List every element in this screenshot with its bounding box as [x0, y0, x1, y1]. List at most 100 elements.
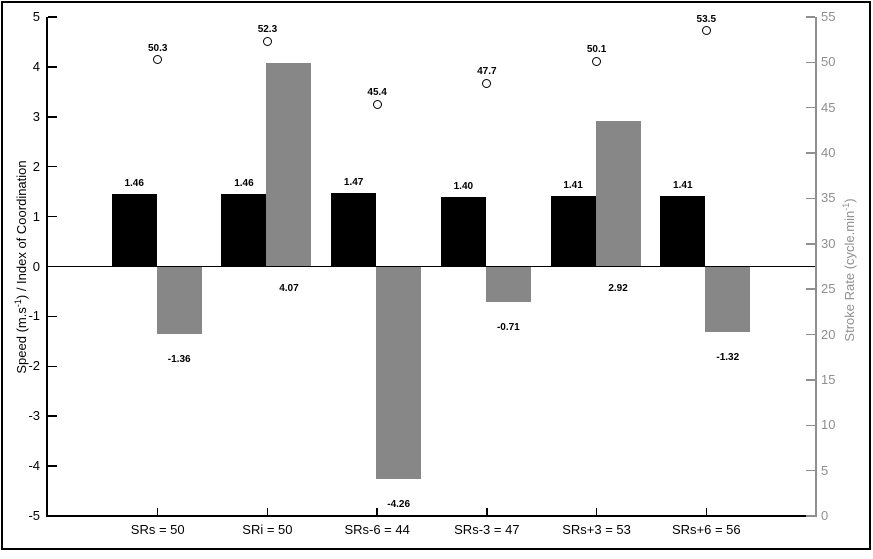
bar-idc-value-label: -4.26 — [387, 499, 411, 511]
left-axis-title-text: Speed (m.s — [14, 307, 30, 374]
bottom-axis-line — [46, 515, 816, 517]
right-axis-tick-label: 20 — [821, 326, 836, 342]
left-axis-tick-label: 3 — [32, 108, 40, 124]
bar-speed-value-label: 1.46 — [234, 177, 254, 189]
right-axis-tick — [806, 424, 815, 427]
stroke-rate-value-label: 50.1 — [586, 44, 607, 56]
x-axis-tick-label: SRs-3 = 47 — [454, 522, 520, 537]
right-axis-tick — [806, 61, 815, 64]
figure-border — [1, 1, 871, 550]
x-axis-tick-label: SRs+6 = 56 — [671, 522, 741, 537]
left-axis-tick-label: -1 — [28, 308, 40, 324]
bar-speed — [331, 193, 377, 267]
left-axis-title-rest: ) / Index of Coordination — [14, 160, 30, 300]
x-axis-tick — [376, 508, 378, 516]
right-axis-tick-label: 30 — [821, 235, 836, 251]
right-axis-tick-label: 45 — [821, 99, 836, 115]
left-axis-line — [46, 17, 48, 516]
bar-speed-value-label: 1.41 — [563, 180, 583, 192]
right-axis-tick — [806, 152, 815, 154]
x-axis-tick — [156, 508, 159, 516]
bar-speed — [550, 196, 596, 267]
x-axis-tick — [266, 508, 269, 516]
left-axis-tick-label: -5 — [28, 508, 40, 523]
right-axis-tick — [806, 197, 815, 200]
x-axis-tick — [705, 508, 708, 516]
left-axis-tick — [48, 415, 57, 417]
right-axis-tick-label: 10 — [821, 417, 836, 433]
left-axis-tick-label: -4 — [28, 458, 40, 474]
right-axis-title-sup: -1 — [840, 202, 851, 211]
bar-speed — [440, 196, 486, 267]
left-axis-tick — [48, 116, 57, 118]
bar-idc-value-label: 4.07 — [279, 282, 299, 294]
bar-idc-value-label: 2.92 — [608, 282, 628, 294]
right-axis-tick-label: 35 — [821, 190, 836, 206]
zero-line — [48, 265, 816, 268]
bar-speed — [221, 193, 267, 267]
right-axis-line — [815, 17, 817, 517]
right-axis-tick-label: 5 — [821, 462, 829, 478]
bar-idc-value-label: -0.71 — [496, 321, 520, 333]
left-axis-tick-label: 1 — [32, 208, 40, 224]
stroke-rate-marker — [701, 26, 711, 36]
right-axis-tick — [806, 379, 815, 381]
right-axis-tick — [806, 243, 815, 245]
left-axis-tick-label: -2 — [28, 358, 40, 374]
left-axis-tick-label: -3 — [28, 408, 40, 424]
right-axis-tick-label: 0 — [821, 508, 829, 523]
bar-idc-value-label: -1.32 — [716, 352, 740, 364]
right-axis-tick — [806, 16, 815, 18]
right-axis-tick — [806, 106, 815, 109]
x-axis-tick-label: SRs-6 = 44 — [344, 522, 410, 537]
stroke-rate-marker — [372, 99, 382, 109]
left-axis-tick — [48, 165, 57, 168]
bar-idc-value-label: -1.36 — [167, 354, 191, 366]
x-axis-tick-label: SRi = 50 — [242, 522, 293, 537]
bar-speed-value-label: 1.41 — [673, 180, 693, 192]
right-axis-title: Stroke Rate (cycle.min-1) — [841, 198, 857, 341]
right-axis-tick-label: 40 — [821, 145, 836, 161]
left-axis-tick — [48, 215, 57, 218]
x-axis-tick — [595, 508, 598, 516]
right-axis-tick — [806, 469, 815, 472]
right-axis-tick — [806, 333, 815, 336]
left-axis-tick — [48, 315, 57, 318]
stroke-rate-marker — [262, 36, 272, 46]
right-axis-tick — [806, 288, 815, 290]
bar-speed-value-label: 1.46 — [124, 177, 144, 189]
left-axis-tick — [48, 365, 57, 368]
stroke-rate-value-label: 45.4 — [367, 87, 387, 99]
stroke-rate-value-label: 50.3 — [147, 42, 168, 54]
left-axis-tick-label: 2 — [32, 158, 40, 174]
bar-speed — [111, 193, 157, 267]
left-axis-title: Speed (m.s-1) / Index of Coordination — [13, 160, 29, 373]
x-axis-tick — [486, 508, 488, 516]
bar-idc — [376, 266, 422, 480]
left-axis-tick — [48, 265, 57, 268]
stroke-rate-value-label: 52.3 — [257, 24, 278, 36]
left-axis-tick — [48, 465, 57, 467]
bar-idc — [266, 63, 312, 267]
right-axis-tick-label: 25 — [821, 281, 836, 297]
bar-idc — [705, 266, 751, 333]
x-axis-tick-label: SRs+3 = 53 — [562, 522, 631, 537]
x-axis-tick-label: SRs = 50 — [130, 522, 185, 537]
right-axis-tick-label: 50 — [821, 54, 836, 70]
left-axis-tick-label: 5 — [32, 9, 40, 24]
left-axis-tick-label: 4 — [32, 58, 40, 74]
right-axis-tick-label: 15 — [821, 371, 836, 387]
right-axis-title-text: Stroke Rate (cycle.min — [842, 210, 858, 342]
bar-speed-value-label: 1.40 — [453, 180, 474, 192]
right-axis-tick-label: 55 — [821, 9, 836, 24]
bar-speed-value-label: 1.47 — [343, 177, 364, 189]
bar-idc — [485, 266, 531, 302]
right-axis-title-rest: ) — [842, 198, 858, 203]
right-axis-tick — [806, 515, 815, 517]
left-axis-tick-label: 0 — [32, 258, 40, 274]
left-axis-tick — [48, 16, 57, 18]
stroke-rate-value-label: 47.7 — [477, 66, 497, 78]
stroke-rate-marker — [153, 55, 163, 65]
left-axis-tick — [48, 66, 57, 68]
